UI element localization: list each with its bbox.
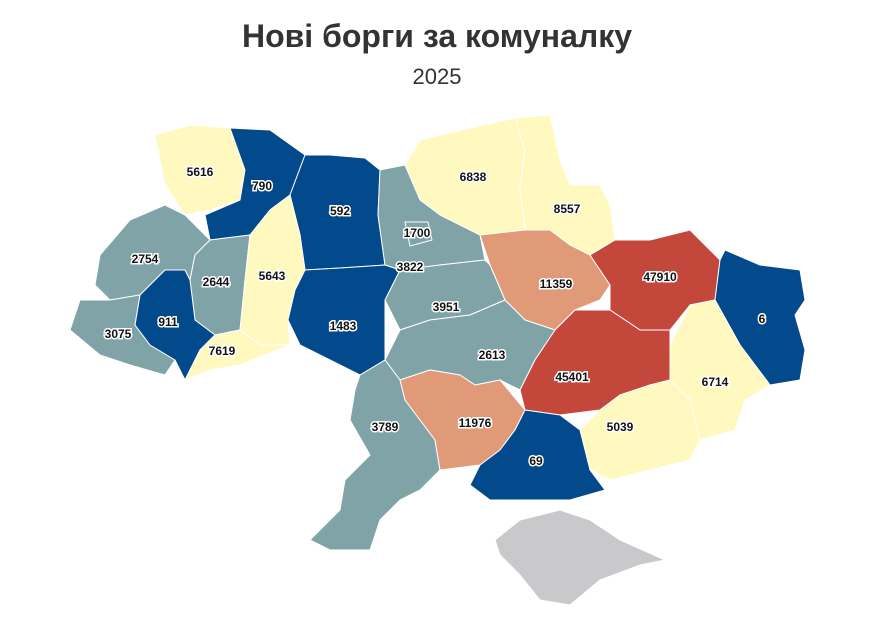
region-value: 6: [759, 312, 766, 326]
region-value: 3822: [397, 260, 424, 274]
region-value: 1483: [330, 319, 357, 333]
region-value: 3789: [372, 420, 399, 434]
region-value: 5616: [187, 165, 214, 179]
crimea: [494, 509, 666, 606]
subtitle: 2025: [413, 64, 462, 89]
region-value: 11359: [540, 277, 573, 291]
region: [184, 329, 291, 381]
region-value: 3075: [105, 327, 132, 341]
region-value: 5039: [607, 420, 634, 434]
region-value: 911: [158, 315, 178, 329]
region-value: 2644: [203, 275, 230, 289]
region-value: 45401: [555, 370, 589, 384]
region-value: 6714: [702, 375, 729, 389]
region-value: 2613: [479, 348, 506, 362]
title: Нові борги за комуналку: [242, 18, 632, 54]
region-value: 5643: [259, 269, 286, 283]
region: [469, 409, 606, 501]
region-value: 2754: [132, 252, 159, 266]
region: [404, 221, 433, 247]
region-value: 592: [330, 204, 350, 218]
region-value: 8557: [554, 202, 581, 216]
region-value: 7619: [209, 344, 236, 358]
region-value: 6838: [460, 170, 487, 184]
region-value: 1700: [404, 226, 431, 240]
region-value: 790: [252, 179, 272, 193]
region-value: 69: [529, 454, 543, 468]
region-value: 3951: [433, 300, 460, 314]
region-value: 47910: [643, 270, 677, 284]
region-value: 11976: [459, 416, 492, 430]
